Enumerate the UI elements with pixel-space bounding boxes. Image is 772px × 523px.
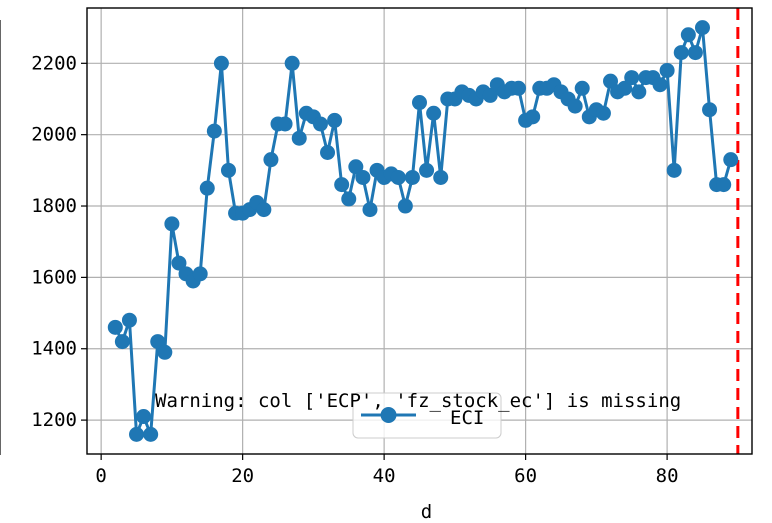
data-point	[433, 169, 449, 185]
y-tick-label: 1800	[31, 195, 77, 217]
data-point	[652, 77, 668, 93]
data-point	[390, 169, 406, 185]
data-point	[320, 145, 336, 161]
data-point	[419, 162, 435, 178]
data-point	[482, 87, 498, 103]
data-point	[412, 95, 427, 111]
data-point	[291, 130, 307, 146]
legend-label-eci: ECI	[450, 407, 484, 429]
data-point	[107, 319, 123, 335]
data-point	[603, 73, 619, 89]
data-point	[348, 159, 364, 175]
y-tick-label: 2000	[31, 124, 77, 146]
data-point	[426, 105, 442, 121]
data-point	[213, 55, 229, 71]
x-tick-label: 0	[95, 465, 106, 487]
data-point	[256, 202, 272, 218]
x-tick-label: 60	[514, 465, 537, 487]
data-point	[277, 116, 293, 132]
data-point	[220, 162, 236, 178]
data-point	[199, 180, 215, 196]
data-point	[723, 152, 739, 168]
data-point	[574, 80, 590, 96]
data-point	[687, 45, 703, 61]
data-point	[631, 84, 647, 100]
data-point	[341, 191, 357, 207]
data-point	[164, 216, 180, 232]
data-point	[525, 109, 541, 125]
data-point	[680, 27, 696, 43]
data-point	[595, 105, 611, 121]
data-point	[694, 20, 710, 36]
x-tick-label: 40	[373, 465, 396, 487]
x-tick-label: 80	[656, 465, 679, 487]
data-point	[157, 344, 173, 360]
data-point	[121, 312, 137, 328]
data-point	[659, 62, 675, 78]
data-point	[334, 177, 350, 193]
ticks: 0 20 40 60 80 1200 1400 1600 1800 2000 2200	[31, 52, 678, 487]
data-point	[666, 162, 682, 178]
data-point	[355, 169, 371, 185]
data-point	[617, 80, 633, 96]
data-point	[624, 70, 640, 86]
x-axis-label: d	[421, 501, 432, 523]
data-point	[702, 102, 718, 118]
data-point	[362, 202, 378, 218]
data-point	[673, 45, 689, 61]
data-point	[716, 177, 732, 193]
data-point	[143, 426, 159, 442]
data-point	[567, 98, 583, 114]
legend-marker-sample	[380, 407, 397, 423]
plot-frame	[86, 7, 753, 455]
legend: ECI	[352, 392, 502, 439]
data-point	[206, 123, 222, 139]
data-point	[114, 334, 130, 350]
data-point	[511, 80, 527, 96]
data-point	[129, 426, 145, 442]
data-point	[397, 198, 413, 214]
data-point	[284, 55, 300, 71]
y-tick-label: 1600	[31, 266, 77, 288]
warning-annotation: Warning: col ['ECP', 'fz_stock_ec'] is m…	[155, 390, 681, 412]
y-tick-label: 2200	[31, 52, 77, 74]
data-point	[404, 169, 420, 185]
data-point	[263, 152, 279, 168]
series-group	[107, 20, 739, 442]
data-point	[136, 409, 152, 425]
legend-box	[352, 392, 502, 439]
x-tick-label: 20	[231, 465, 254, 487]
data-point	[192, 266, 208, 282]
y-tick-label: 1200	[31, 409, 77, 431]
y-tick-label: 1400	[31, 338, 77, 360]
data-point	[327, 112, 343, 128]
data-point	[150, 334, 166, 350]
data-point	[171, 255, 187, 271]
data-point	[312, 116, 328, 132]
